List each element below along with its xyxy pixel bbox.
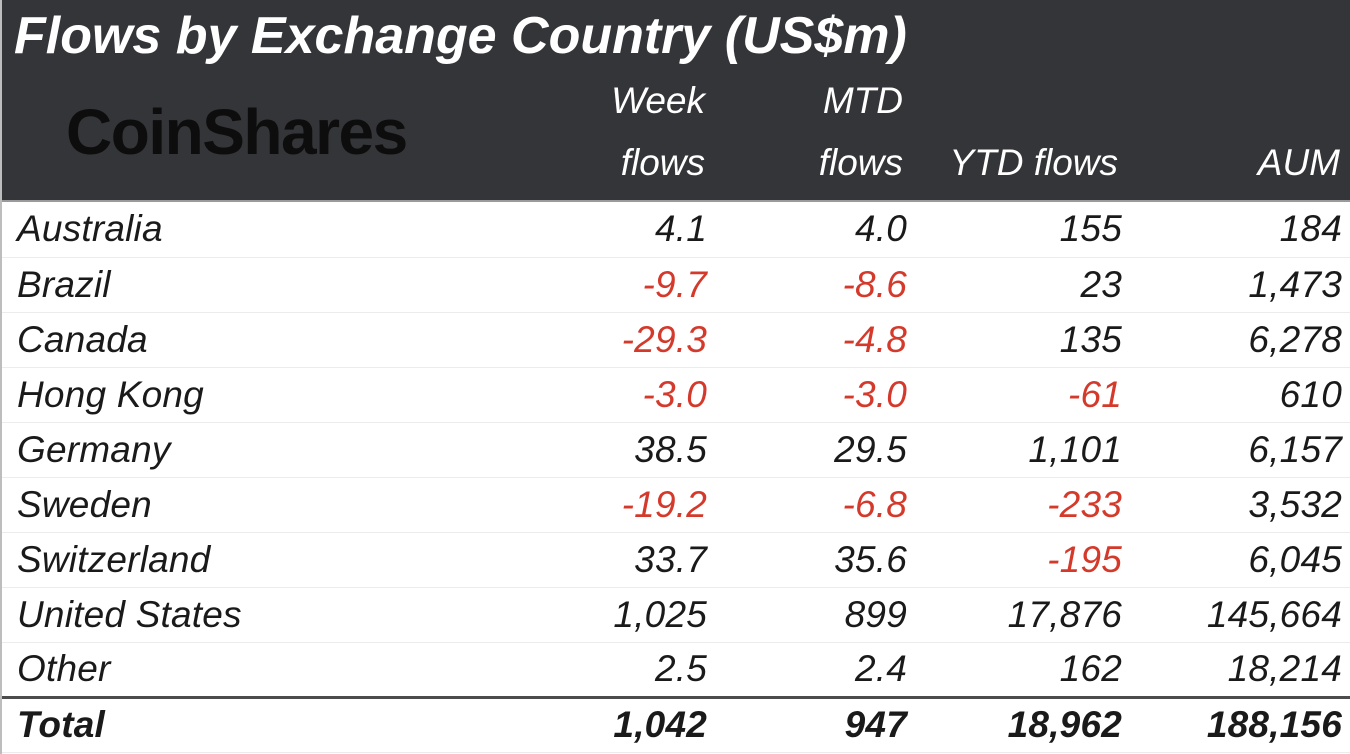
column-header-line: Week [611,80,705,121]
country-cell: Switzerland [2,532,392,588]
value-cell: 899 [707,587,907,643]
column-header-mtd-flows: MTD flows [819,70,903,194]
total-label: Total [2,695,392,753]
total-ytd-flows: 18,962 [907,695,1122,753]
value-cell: -9.7 [392,257,707,313]
value-cell: 29.5 [707,422,907,478]
total-aum: 188,156 [1122,695,1350,753]
table-row: Sweden -19.2 -6.8 -233 3,532 [2,477,1350,533]
total-mtd-flows: 947 [707,695,907,753]
value-cell: 1,025 [392,587,707,643]
country-cell: Australia [2,202,392,258]
country-cell: Canada [2,312,392,368]
value-cell: 145,664 [1122,587,1350,643]
value-cell: 3,532 [1122,477,1350,533]
table-body: Australia 4.1 4.0 155 184 Brazil -9.7 -8.6 23 1,4… [2,202,1350,697]
value-cell: 18,214 [1227,648,1342,689]
value-cell: -4.8 [707,312,907,368]
value-cell: -8.6 [707,257,907,313]
table-row: Brazil -9.7 -8.6 23 1,473 [2,257,1350,313]
country-cell: Germany [2,422,392,478]
value-cell: 6,278 [1122,312,1350,368]
country-cell: United States [2,587,392,643]
value-cell: 610 [1122,367,1350,423]
table-row: Germany 38.5 29.5 1,101 6,157 [2,422,1350,478]
table-row: Switzerland 33.7 35.6 -195 6,045 [2,532,1350,588]
value-cell: -19.2 [392,477,707,533]
country-cell: Brazil [2,257,392,313]
column-header-line: YTD flows [949,142,1118,183]
column-header-line: MTD [822,80,903,121]
table-row: Hong Kong -3.0 -3.0 -61 610 [2,367,1350,423]
value-cell: 135 [907,312,1122,368]
total-week-flows: 1,042 [392,695,707,753]
value-cell: -6.8 [707,477,907,533]
value-cell: 1,101 [907,422,1122,478]
value-cell: -195 [907,532,1122,588]
value-cell: -233 [907,477,1122,533]
flows-table: Australia 4.1 4.0 155 184 Brazil -9.7 -8.6 23 1,4… [2,202,1350,753]
table-row: Australia 4.1 4.0 155 184 [2,202,1350,258]
table-row: Canada -29.3 -4.8 135 6,278 [2,312,1350,368]
value-cell: -29.3 [392,312,707,368]
table-header: Flows by Exchange Country (US$m) CoinSha… [2,0,1350,202]
country-cell: Sweden [2,477,392,533]
value-cell: 162 [1059,648,1122,689]
value-cell: 23 [907,257,1122,313]
value-cell: 38.5 [392,422,707,478]
value-cell: 4.0 [707,202,907,258]
value-cell: 184 [1122,202,1350,258]
coinshares-logo: CoinShares [66,96,408,168]
table-row: Other 2.5 2.4 162 18,214 [2,642,1350,697]
column-header-ytd-flows: YTD flows [949,132,1118,194]
value-cell: 17,876 [907,587,1122,643]
value-cell: 2.5 [654,648,707,689]
value-cell: 4.1 [392,202,707,258]
value-cell: 6,045 [1122,532,1350,588]
value-cell: 2.4 [854,648,907,689]
value-cell: -61 [907,367,1122,423]
column-header-line: flows [818,142,903,183]
column-header-line: AUM [1257,142,1340,183]
table-title: Flows by Exchange Country (US$m) [14,7,907,65]
column-header-line: flows [620,142,705,183]
country-cell: Hong Kong [2,367,392,423]
country-cell: Other [17,648,111,689]
value-cell: 33.7 [392,532,707,588]
total-row: Total 1,042 947 18,962 188,156 [2,695,1350,753]
value-cell: 1,473 [1122,257,1350,313]
table-row: United States 1,025 899 17,876 145,664 [2,587,1350,643]
value-cell: 6,157 [1122,422,1350,478]
column-header-aum: AUM [1258,132,1340,194]
value-cell: 155 [907,202,1122,258]
column-header-week-flows: Week flows [611,70,705,194]
value-cell: 35.6 [707,532,907,588]
value-cell: -3.0 [707,367,907,423]
value-cell: -3.0 [392,367,707,423]
table-footer: Total 1,042 947 18,962 188,156 [2,695,1350,753]
